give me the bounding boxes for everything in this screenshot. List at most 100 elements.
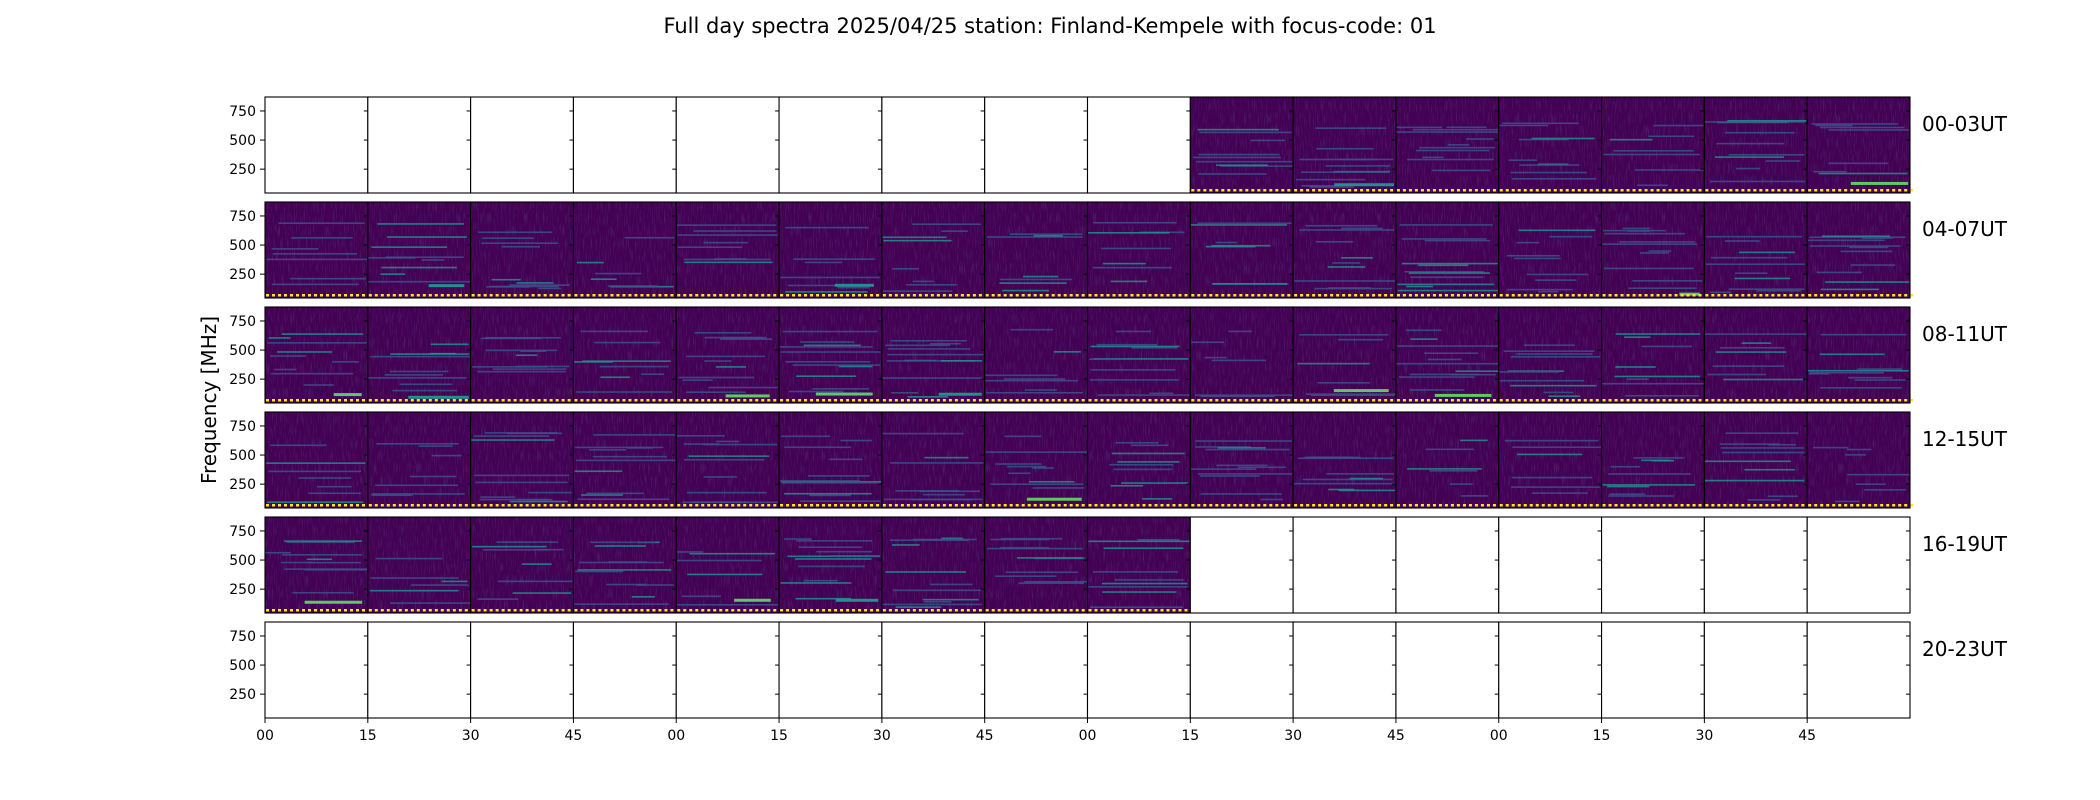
calibration-mark — [972, 504, 976, 507]
emission-line — [521, 563, 552, 565]
calibration-mark — [428, 399, 432, 402]
calibration-mark — [1571, 399, 1575, 402]
y-tick-label: 750 — [229, 209, 256, 225]
calibration-mark — [1306, 294, 1310, 297]
calibration-mark — [543, 504, 547, 507]
calibration-mark — [1300, 399, 1304, 402]
emission-line — [1006, 465, 1046, 468]
calibration-mark — [924, 294, 928, 297]
calibration-mark — [1638, 189, 1642, 192]
calibration-mark — [1444, 399, 1448, 402]
calibration-mark — [1015, 504, 1019, 507]
spectrum-panel — [1292, 516, 1397, 614]
emission-line — [892, 544, 920, 546]
calibration-mark — [942, 609, 946, 612]
emission-line — [1089, 606, 1184, 608]
panel-background — [265, 622, 368, 718]
calibration-mark — [634, 504, 638, 507]
calibration-mark — [640, 294, 644, 297]
calibration-mark — [314, 399, 317, 402]
emission-line — [686, 355, 765, 358]
calibration-mark — [846, 399, 850, 402]
calibration-mark — [1777, 504, 1781, 507]
calibration-mark — [1741, 399, 1745, 402]
emission-line — [528, 491, 572, 494]
emission-line — [1022, 275, 1059, 278]
calibration-mark — [1838, 504, 1842, 507]
calibration-mark — [458, 504, 462, 507]
emission-line — [800, 500, 881, 502]
emission-line — [1543, 391, 1574, 394]
calibration-mark — [1136, 294, 1140, 297]
emission-line — [1704, 333, 1808, 335]
calibration-mark — [1106, 399, 1110, 402]
calibration-mark — [1124, 294, 1128, 297]
emission-line — [580, 330, 649, 333]
calibration-mark — [780, 504, 784, 507]
calibration-mark — [549, 294, 553, 297]
emission-line — [804, 261, 843, 264]
calibration-mark — [356, 399, 359, 402]
calibration-mark — [786, 609, 790, 612]
calibration-mark — [888, 399, 892, 402]
x-tick-label: 30 — [1695, 728, 1713, 744]
calibration-mark — [640, 609, 644, 612]
calibration-mark — [677, 399, 681, 402]
calibration-mark — [1529, 189, 1533, 192]
calibration-mark — [1075, 294, 1079, 297]
calibration-mark — [507, 294, 511, 297]
emission-line — [303, 384, 334, 386]
spectrum-panel — [1498, 621, 1603, 719]
emission-line — [681, 595, 722, 598]
calibration-mark — [1541, 189, 1545, 192]
emission-line — [1302, 478, 1393, 481]
emission-line — [683, 458, 765, 461]
calibration-mark — [858, 609, 862, 612]
calibration-mark — [719, 609, 723, 612]
y-tick-label: 500 — [229, 133, 256, 149]
calibration-mark — [1015, 294, 1019, 297]
calibration-mark — [689, 504, 693, 507]
calibration-mark — [495, 294, 499, 297]
calibration-mark — [1057, 399, 1061, 402]
calibration-mark — [798, 294, 802, 297]
calibration-mark — [1426, 399, 1430, 402]
emission-line — [1535, 279, 1577, 281]
calibration-mark — [1523, 399, 1527, 402]
spectrum-panel — [1601, 96, 1708, 194]
calibration-mark — [1450, 504, 1454, 507]
calibration-mark — [604, 294, 608, 297]
calibration-mark — [767, 609, 771, 612]
calibration-mark — [1191, 189, 1195, 192]
emission-line — [1811, 123, 1898, 125]
spectral-noise — [1601, 97, 1705, 193]
calibration-mark — [1577, 399, 1581, 402]
calibration-mark — [1589, 189, 1593, 192]
calibration-mark — [1565, 189, 1569, 192]
panel-background — [1704, 517, 1808, 613]
calibration-mark — [1747, 189, 1751, 192]
calibration-mark — [1674, 189, 1678, 192]
calibration-mark — [440, 294, 444, 297]
emission-line — [682, 379, 713, 381]
calibration-mark — [780, 609, 784, 612]
emission-line — [1633, 457, 1685, 459]
radio-burst — [834, 283, 874, 287]
calibration-mark — [888, 609, 892, 612]
spectral-noise — [1704, 412, 1808, 508]
calibration-mark — [1312, 189, 1316, 192]
calibration-mark — [290, 399, 293, 402]
calibration-mark — [628, 609, 632, 612]
emission-line — [1408, 272, 1490, 274]
emission-line — [779, 480, 861, 482]
calibration-mark — [1656, 399, 1660, 402]
emission-line — [1103, 547, 1184, 550]
spectral-noise — [1087, 412, 1191, 508]
emission-line — [1305, 224, 1378, 227]
y-tick-label: 500 — [229, 658, 256, 674]
calibration-mark — [350, 399, 353, 402]
calibration-mark — [1184, 399, 1188, 402]
emission-line — [1466, 138, 1494, 140]
calibration-mark — [1456, 294, 1460, 297]
calibration-mark — [1814, 294, 1818, 297]
